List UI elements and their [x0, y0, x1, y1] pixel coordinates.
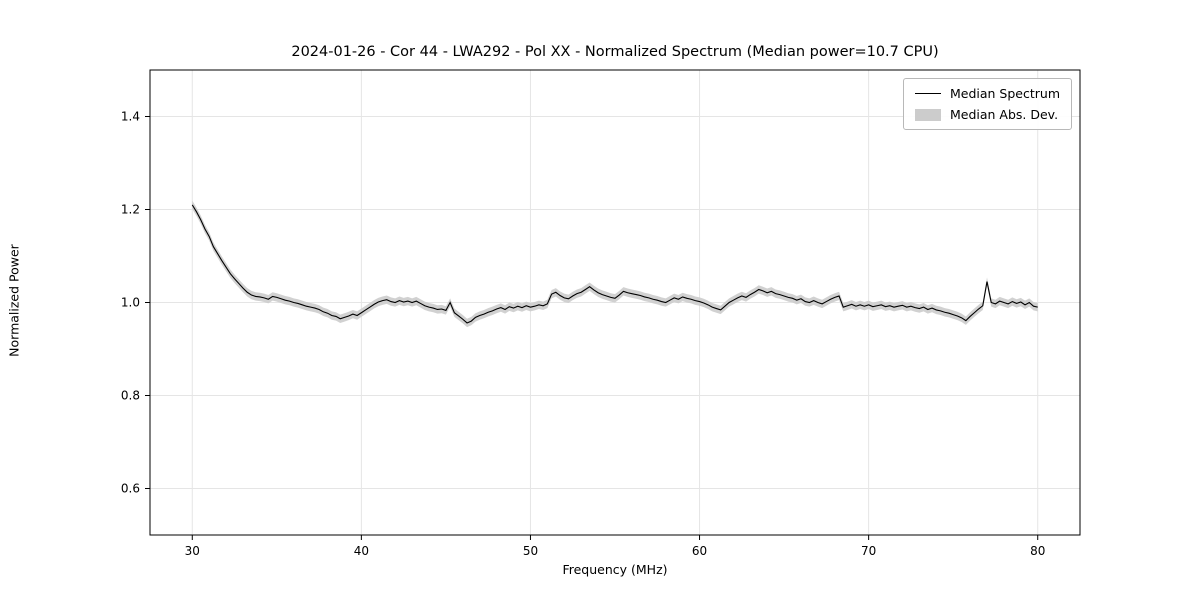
y-tick-label: 1.2 [121, 203, 140, 217]
y-tick-label: 0.8 [121, 389, 140, 403]
legend-line-swatch [914, 93, 941, 94]
legend-entry-median-spectrum: Median Spectrum [914, 86, 1060, 101]
y-axis-label: Normalized Power [6, 244, 22, 357]
y-tick-label: 1.0 [121, 296, 140, 310]
legend-label: Median Abs. Dev. [949, 107, 1059, 122]
legend-label: Median Spectrum [949, 86, 1060, 101]
x-tick-label: 50 [523, 544, 538, 558]
x-tick-label: 80 [1030, 544, 1045, 558]
x-axis-label: Frequency (MHz) [562, 562, 668, 577]
x-tick-label: 60 [692, 544, 707, 558]
x-tick-label: 30 [185, 544, 200, 558]
median-spectrum-line [191, 204, 1038, 324]
y-tick-label: 0.6 [121, 482, 140, 496]
legend: Median Spectrum Median Abs. Dev. [902, 78, 1072, 130]
y-tick-label: 1.4 [121, 110, 140, 124]
median-abs-dev-band [192, 200, 1038, 328]
legend-entry-median-abs-dev: Median Abs. Dev. [914, 107, 1060, 122]
chart-title: 2024-01-26 - Cor 44 - LWA292 - Pol XX - … [291, 44, 939, 60]
legend-band-swatch [914, 108, 941, 121]
x-tick-label: 70 [861, 544, 876, 558]
x-tick-label: 40 [354, 544, 369, 558]
